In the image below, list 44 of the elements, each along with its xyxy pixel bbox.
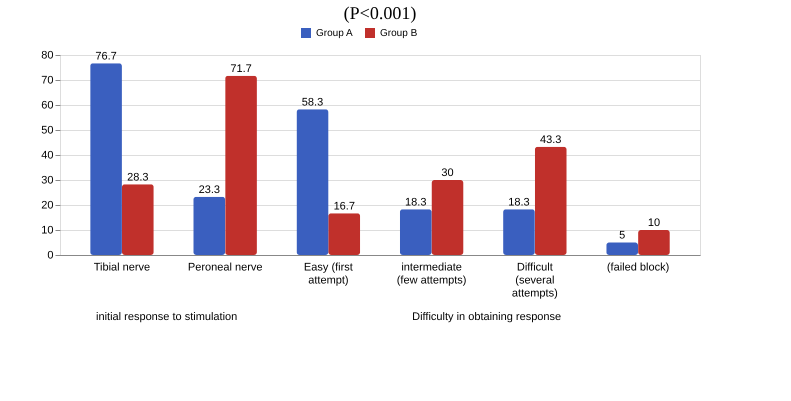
text: initial response to stimulation xyxy=(96,311,238,323)
chart-title: (P<0.001) xyxy=(344,3,416,23)
bar xyxy=(225,76,257,255)
data-label: 43.3 xyxy=(540,134,562,146)
bar xyxy=(400,209,432,255)
bar xyxy=(606,242,638,255)
y-tick-label: 20 xyxy=(41,200,54,212)
y-tick-label: 70 xyxy=(41,74,54,86)
data-label: 5 xyxy=(619,230,626,242)
data-label: 58.3 xyxy=(302,96,324,108)
bar xyxy=(122,184,154,255)
bar xyxy=(432,180,464,255)
bar xyxy=(90,63,122,255)
x-tick-label: intermediate (few attempts) xyxy=(396,262,466,286)
bar xyxy=(296,109,328,255)
bar xyxy=(328,213,360,255)
bar xyxy=(503,209,535,255)
x-tick-label: Tibial nerve xyxy=(94,262,150,274)
bar xyxy=(193,196,226,255)
data-label: 23.3 xyxy=(198,184,220,196)
x-tick-label: (failed block) xyxy=(606,262,670,274)
y-tick-label: 30 xyxy=(41,174,54,186)
x-tick-label: Difficult (several attempts) xyxy=(512,262,558,300)
data-label: 16.7 xyxy=(334,200,355,212)
data-label: 10 xyxy=(648,217,660,229)
data-label: 71.7 xyxy=(230,62,252,75)
y-tick-label: 50 xyxy=(41,124,54,136)
y-tick-label: 10 xyxy=(41,224,54,236)
y-tick-label: 80 xyxy=(41,50,54,62)
y-tick-label: 40 xyxy=(41,150,54,162)
data-label: 18.3 xyxy=(508,196,530,208)
data-label: 18.3 xyxy=(405,196,426,208)
legend-label: Group A xyxy=(316,28,354,39)
data-label: 76.7 xyxy=(95,50,117,62)
y-tick-label: 0 xyxy=(47,250,54,262)
data-label: 30 xyxy=(441,167,454,179)
bar xyxy=(534,146,567,255)
y-tick-label: 60 xyxy=(41,100,54,112)
data-label: 28.3 xyxy=(127,171,149,184)
x-tick-label: Easy (first attempt) xyxy=(304,262,353,286)
bar xyxy=(638,230,670,255)
text: Difficulty in obtaining response xyxy=(412,311,562,323)
legend-label: Group B xyxy=(380,28,418,39)
x-tick-label: Peroneal nerve xyxy=(188,262,262,274)
